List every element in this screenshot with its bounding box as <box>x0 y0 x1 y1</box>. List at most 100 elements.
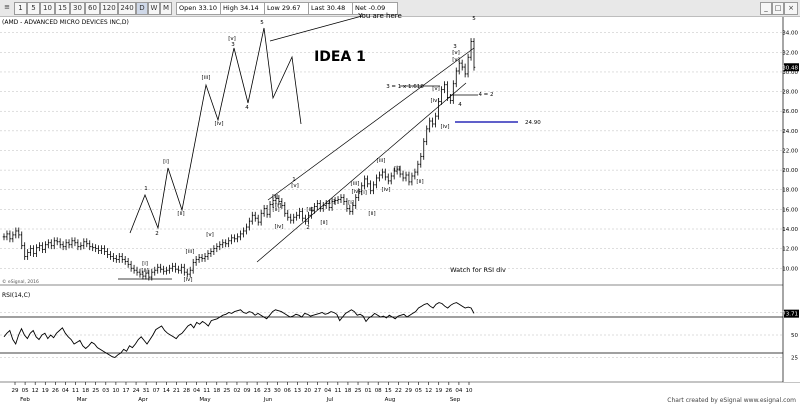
wave-label: [iv] <box>381 187 390 193</box>
price-tick-label: 26.00 <box>782 109 798 115</box>
wave-label: [v] <box>452 57 460 63</box>
price-bar <box>67 239 71 249</box>
wave-label: [iii] <box>273 203 282 209</box>
interval-button-5[interactable]: 5 <box>27 2 40 15</box>
interval-button-monthly[interactable]: M <box>160 2 172 15</box>
price-bar <box>292 213 295 224</box>
price-bar <box>76 239 80 251</box>
x-tick-label: 01 <box>365 388 372 394</box>
quote-last-value: 30.48 <box>326 4 346 12</box>
price-bar <box>168 264 171 274</box>
price-bar <box>307 211 310 225</box>
price-bar <box>159 263 162 273</box>
interval-button-120[interactable]: 120 <box>100 2 118 15</box>
minimize-button[interactable]: _ <box>760 2 772 15</box>
interval-button-1[interactable]: 1 <box>14 2 27 15</box>
x-tick-label: 29 <box>405 388 412 394</box>
channel-upper-line <box>267 47 475 201</box>
price-bar <box>209 248 213 257</box>
price-bar <box>103 245 106 256</box>
interval-button-weekly[interactable]: W <box>148 2 160 15</box>
target-label: 24.90 <box>525 120 541 126</box>
price-bar <box>457 59 461 75</box>
price-bar <box>70 237 74 249</box>
x-tick-label: 17 <box>122 388 129 394</box>
price-bar <box>330 198 334 211</box>
price-bar <box>404 171 408 182</box>
month-label: Sep <box>450 397 461 403</box>
price-tick-label: 24.00 <box>782 129 798 135</box>
x-tick-label: 03 <box>102 388 109 394</box>
price-bar <box>440 86 443 105</box>
x-tick-label: 22 <box>395 388 402 394</box>
wave-label: [iii] <box>202 75 211 81</box>
x-tick-label: 12 <box>32 388 39 394</box>
price-bar <box>171 262 174 272</box>
wave-label: [v] <box>432 86 440 92</box>
x-tick-label: 11 <box>203 388 210 394</box>
price-bar <box>452 80 455 104</box>
last-price-box <box>784 63 799 72</box>
price-bar <box>73 237 77 247</box>
price-bar <box>449 94 452 104</box>
price-bar <box>256 214 260 226</box>
price-bar <box>366 175 369 188</box>
price-bar <box>277 195 281 205</box>
interval-button-daily[interactable]: D <box>136 2 148 15</box>
wave-label: 5 <box>472 16 476 22</box>
price-bar <box>97 245 100 255</box>
price-bar <box>253 211 257 222</box>
price-bar <box>44 241 47 254</box>
price-bar <box>123 255 127 265</box>
quote-high-label: High <box>223 4 238 12</box>
month-label: Mar <box>77 397 88 403</box>
x-tick-label: 06 <box>284 388 291 394</box>
price-bar <box>174 262 177 273</box>
price-bar <box>141 270 145 280</box>
interval-button-15[interactable]: 15 <box>55 2 70 15</box>
quote-low-label: Low <box>267 4 280 12</box>
month-label: May <box>199 397 211 403</box>
price-bar <box>363 175 366 190</box>
x-tick-label: 27 <box>314 388 321 394</box>
price-bar <box>345 198 349 212</box>
interval-button-30[interactable]: 30 <box>70 2 85 15</box>
close-button[interactable]: × <box>784 2 798 15</box>
interval-button-240[interactable]: 240 <box>118 2 136 15</box>
price-gridlines <box>0 32 783 269</box>
x-tick-label: 25 <box>223 388 230 394</box>
maximize-button[interactable]: □ <box>772 2 784 15</box>
quote-net: Net -0.09 <box>352 2 398 15</box>
price-bar <box>239 230 242 241</box>
price-tick-label: 18.00 <box>782 188 798 194</box>
price-bar <box>318 200 322 212</box>
price-bar <box>419 152 423 168</box>
wave-label: [ii] <box>306 207 313 213</box>
axes: 10.00 12.00 14.00 16.00 18.00 20.00 22.00 24.00… <box>2 17 800 403</box>
price-bar <box>413 168 417 180</box>
price-bar <box>218 241 222 251</box>
price-bar <box>115 255 118 263</box>
x-tick-label: 05 <box>415 388 422 394</box>
month-label: Feb <box>20 397 30 403</box>
interval-button-10[interactable]: 10 <box>40 2 55 15</box>
price-bar <box>372 181 375 195</box>
x-tick-label: 21 <box>173 388 180 394</box>
price-bar <box>472 38 476 71</box>
rsi-pane <box>0 290 783 381</box>
price-bar <box>49 239 53 250</box>
price-pane <box>0 17 783 283</box>
price-bar <box>106 248 109 258</box>
menu-icon[interactable]: ≡ <box>4 3 10 11</box>
x-tick-label: 04 <box>62 388 69 394</box>
x-tick-label: 29 <box>12 388 19 394</box>
wave-label: [i] <box>348 200 354 206</box>
price-bar <box>126 257 130 268</box>
price-bar <box>327 200 331 211</box>
price-bar <box>2 233 6 241</box>
price-bar <box>463 63 467 78</box>
last-price-label: 30.48 <box>782 65 798 71</box>
interval-button-60[interactable]: 60 <box>85 2 100 15</box>
wave-label: [ii] <box>320 220 327 226</box>
x-tick-label: 26 <box>445 388 452 394</box>
